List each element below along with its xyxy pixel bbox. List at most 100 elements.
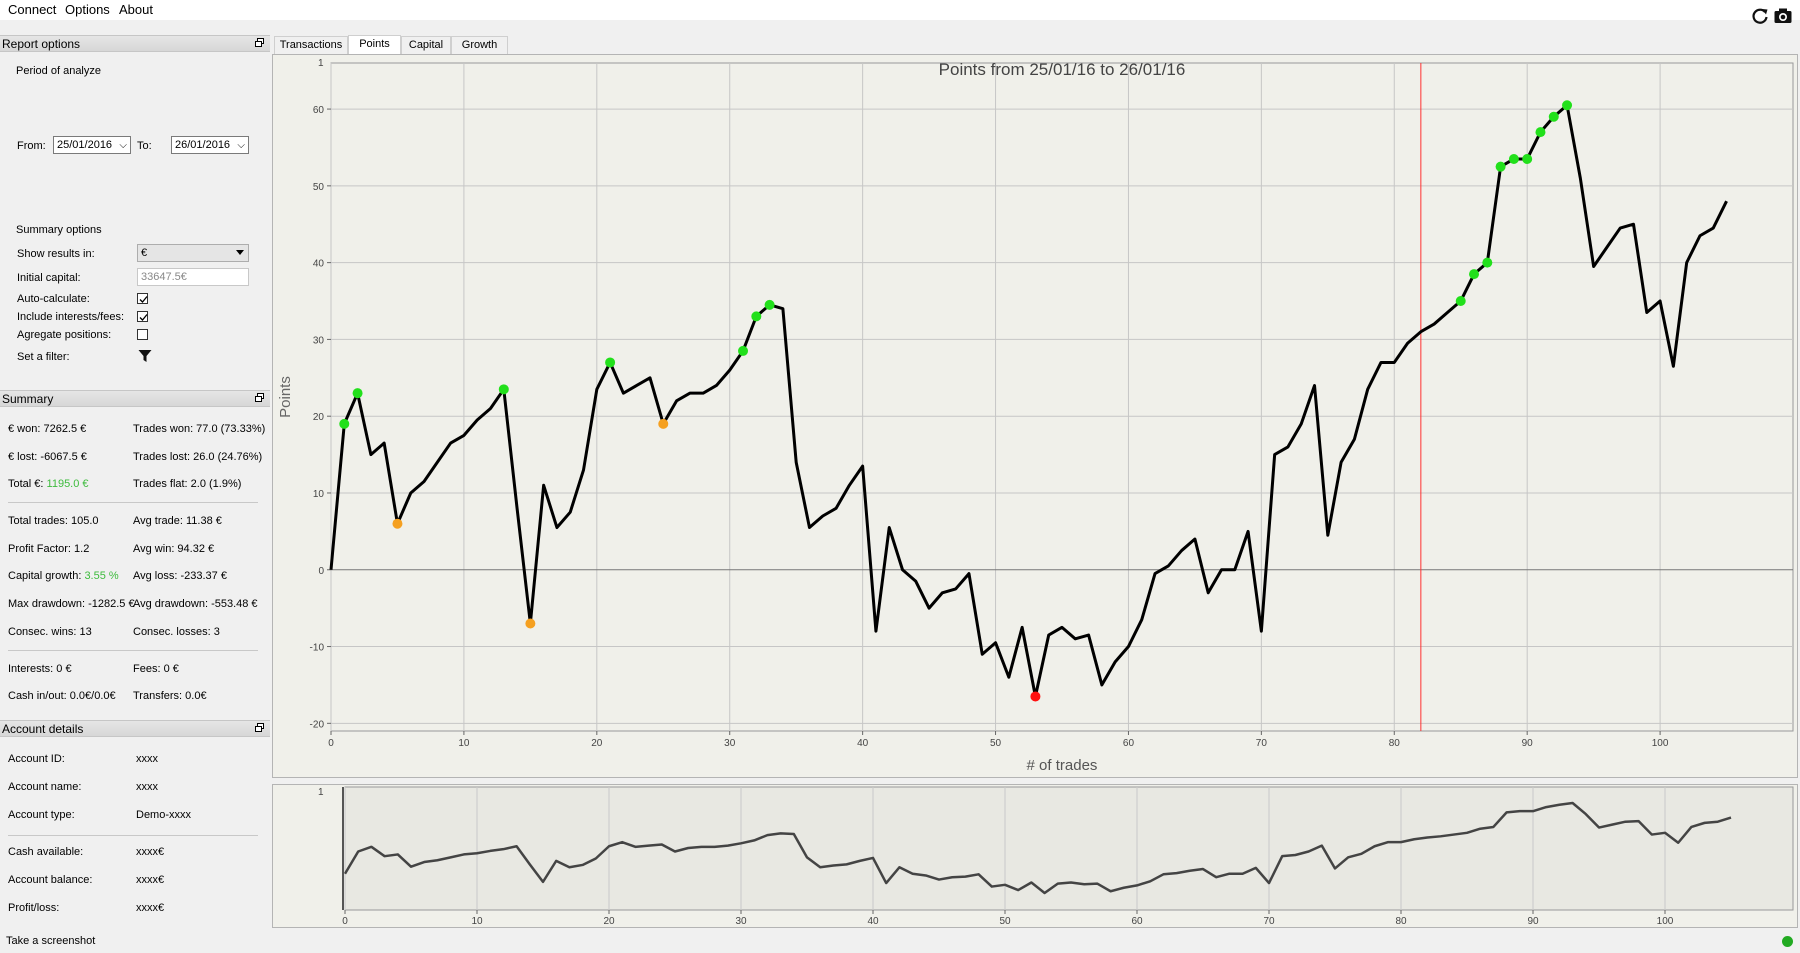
navigator-chart-svg: 1 0 10 20 30 40 50 60 70 80 90 100 — [318, 786, 1794, 927]
win-marker — [1522, 153, 1533, 164]
menu-options[interactable]: Options — [65, 2, 110, 17]
float-icon[interactable] — [255, 393, 264, 402]
total-value: 1195.0 € — [46, 478, 89, 490]
summary-title: Summary — [0, 390, 270, 407]
win-marker — [1562, 100, 1573, 111]
avg-loss-value: Avg loss: -233.37 € — [133, 570, 227, 582]
y-axis-label: Points — [277, 376, 294, 418]
separator — [8, 650, 258, 651]
from-date-value: 25/01/2016 — [57, 139, 113, 151]
period-label: Period of analyze — [16, 65, 101, 77]
menu-bar: Connect Options About — [0, 0, 1800, 20]
include-interests-label: Include interests/fees: — [17, 311, 125, 323]
x-tick-label: 50 — [990, 738, 1002, 749]
tab-capital[interactable]: Capital — [401, 36, 451, 54]
x-tick-label: 90 — [1522, 738, 1534, 749]
account-name-label: Account name: — [8, 781, 82, 793]
left-panel: Report options Period of analyze From: 2… — [0, 35, 270, 953]
navigator-plot-area — [344, 786, 1794, 911]
separator — [8, 835, 258, 836]
x-tick-label: 10 — [458, 738, 470, 749]
separator — [8, 502, 258, 503]
avg-trade-value: Avg trade: 11.38 € — [133, 515, 222, 527]
include-interests-checkbox[interactable] — [137, 311, 148, 322]
to-label: To: — [137, 140, 152, 152]
account-details-title: Account details — [0, 720, 270, 737]
points-chart[interactable]: # of trades Points 1 0 10 20 30 40 50 60 70 80 90… — [272, 54, 1798, 778]
x-axis-label: # of trades — [1027, 757, 1098, 774]
cash-available-value: xxxx€ — [136, 846, 165, 858]
y-tick-label: 40 — [313, 259, 325, 270]
to-date-field[interactable]: 26/01/2016 ⌵ — [171, 136, 249, 154]
capital-growth-row: Capital growth: 3.55 % — [8, 570, 119, 582]
x-tick-label: 60 — [1123, 738, 1135, 749]
x-tick-label: 70 — [1256, 738, 1268, 749]
account-type-label: Account type: — [8, 809, 75, 821]
account-id-value: xxxx — [136, 753, 158, 765]
interests-value: Interests: 0 € — [8, 663, 72, 675]
consec-losses-value: Consec. losses: 3 — [133, 626, 220, 638]
avg-drawdown-value: Avg drawdown: -553.48 € — [133, 598, 258, 610]
tab-points[interactable]: Points — [348, 35, 401, 54]
win-marker — [1469, 269, 1480, 280]
status-text: Take a screenshot — [6, 935, 96, 947]
from-date-field[interactable]: 25/01/2016 ⌵ — [53, 136, 131, 154]
account-balance-label: Account balance: — [8, 874, 93, 886]
aggregate-checkbox[interactable] — [137, 329, 148, 340]
trades-won-value: Trades won: 77.0 (73.33%) — [133, 423, 266, 435]
navigator-tick-label: 30 — [735, 916, 747, 927]
grid — [327, 62, 1794, 735]
y-tick-label: 50 — [313, 182, 325, 193]
filter-icon[interactable] — [138, 349, 152, 363]
initial-capital-input[interactable]: 33647.5€ — [137, 268, 249, 286]
win-marker — [339, 418, 350, 429]
win-marker — [1455, 296, 1466, 307]
x-tick-label: 0 — [328, 738, 334, 749]
menu-connect[interactable]: Connect — [8, 2, 57, 17]
account-id-label: Account ID: — [8, 753, 65, 765]
navigator-grid — [342, 786, 1794, 914]
camera-icon[interactable] — [1773, 6, 1793, 26]
from-label: From: — [17, 140, 46, 152]
chevron-down-icon: ⌵ — [237, 140, 245, 151]
account-type-value: Demo-xxxx — [136, 809, 192, 821]
show-results-value: € — [141, 247, 148, 259]
initial-capital-label: Initial capital: — [17, 272, 81, 284]
filter-label: Set a filter: — [17, 351, 70, 363]
tab-transactions[interactable]: Transactions — [274, 36, 348, 54]
y-tick-label: 20 — [313, 412, 325, 423]
tab-growth[interactable]: Growth — [451, 36, 508, 54]
win-marker — [751, 311, 762, 322]
aggregate-label: Agregate positions: — [17, 329, 112, 341]
refresh-icon[interactable] — [1750, 6, 1770, 26]
show-results-label: Show results in: — [17, 248, 95, 260]
to-date-value: 26/01/2016 — [175, 139, 231, 151]
account-name-value: xxxx — [136, 781, 158, 793]
win-marker — [498, 384, 509, 395]
trades-lost-value: Trades lost: 26.0 (24.76%) — [133, 451, 263, 463]
float-icon[interactable] — [255, 723, 264, 732]
menu-about[interactable]: About — [119, 2, 153, 17]
win-marker — [605, 357, 616, 368]
total-row: Total €: 1195.0 € — [8, 478, 89, 490]
navigator-tick-label: 60 — [1131, 916, 1143, 927]
corner-label: 1 — [318, 58, 324, 69]
y-tick-label: 60 — [313, 105, 325, 116]
float-icon[interactable] — [255, 38, 264, 47]
fees-value: Fees: 0 € — [133, 663, 179, 675]
win-marker — [1482, 257, 1493, 268]
points-series-line — [329, 103, 1728, 698]
plot-area — [330, 62, 1794, 732]
mid-marker — [392, 518, 403, 529]
capital-growth-value: 3.55 % — [84, 570, 119, 582]
auto-calc-label: Auto-calculate: — [17, 293, 90, 305]
profit-loss-value: xxxx€ — [136, 902, 165, 914]
show-results-select[interactable]: € — [137, 244, 249, 262]
navigator-chart[interactable]: 1 0 10 20 30 40 50 60 70 80 90 100 — [272, 784, 1798, 928]
profit-loss-label: Profit/loss: — [8, 902, 60, 914]
auto-calc-checkbox[interactable] — [137, 293, 148, 304]
mid-marker — [658, 418, 669, 429]
x-tick-label: 100 — [1652, 738, 1669, 749]
avg-win-value: Avg win: 94.32 € — [133, 543, 215, 555]
navigator-tick-label: 20 — [603, 916, 615, 927]
